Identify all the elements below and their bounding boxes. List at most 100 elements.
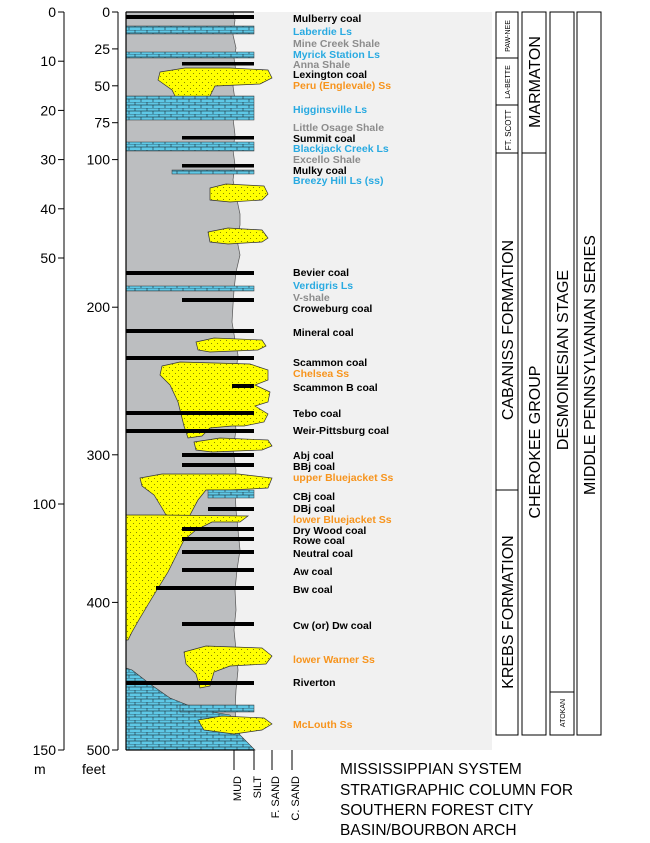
coal-bed-summit [182, 136, 254, 140]
bed-label-abj-coal: Abj coal [293, 450, 334, 462]
bed-label-breezy-hill-ls-ss: Breezy Hill Ls (ss) [293, 175, 383, 187]
sandstone-breezy-1 [209, 183, 269, 203]
limestone-bed-laberdie [125, 25, 255, 35]
meters-tick-label-150: 150 [33, 742, 57, 758]
meters-tick-label-50: 50 [40, 250, 56, 266]
coal-bed-bevier [126, 271, 254, 275]
grain-size-label-fine-sand: F. SAND [270, 776, 282, 818]
feet-tick-label-25: 25 [94, 41, 110, 57]
feet-unit-label: feet [82, 761, 105, 777]
bed-label-scammon-b-coal: Scammon B coal [293, 382, 378, 394]
grain-size-label-mud: MUD [232, 776, 244, 801]
bed-label-mineral-coal: Mineral coal [293, 327, 354, 339]
bed-label-bbj-coal: BBj coal [293, 461, 335, 473]
coal-bed-riverton [126, 681, 254, 685]
stage-desmoinesian: DESMOINESIAN STAGE [555, 270, 572, 450]
bed-label-lexington-coal: Lexington coal [293, 69, 367, 81]
bed-label-v-shale: V-shale [293, 292, 330, 304]
subgroup-ft-scott: FT. SCOTT [504, 110, 513, 151]
meters-scale: 0 10 20 30 40 50 100 150 [33, 4, 65, 758]
bed-label-blackjack-creek-ls: Blackjack Creek Ls [293, 143, 389, 155]
group-column-border [521, 11, 547, 736]
meters-tick-label-30: 30 [40, 152, 56, 168]
caption-line-1: STRATIGRAPHIC COLUMN FOR [340, 782, 573, 799]
limestone-beds [125, 25, 255, 713]
bed-label-aw-coal: Aw coal [293, 566, 333, 578]
bed-label-neutral-coal: Neutral coal [293, 548, 353, 560]
series-middle-pennsylvanian: MIDDLE PENNSYLVANIAN SERIES [582, 235, 599, 495]
bed-label-lower-bluejacket-ss: lower Bluejacket Ss [293, 514, 392, 526]
coal-bed-aw [182, 568, 254, 572]
bed-label-little-osage-shale: Little Osage Shale [293, 122, 384, 134]
series-column-border [576, 11, 602, 736]
group-cherokee: CHEROKEE GROUP [527, 366, 544, 519]
feet-tick-label-75: 75 [94, 115, 110, 131]
limestone-bed-cbj [207, 489, 255, 499]
bed-label-chelsea-ss: Chelsea Ss [293, 368, 349, 380]
basal-system-label: MISSISSIPPIAN SYSTEM [340, 761, 522, 778]
bed-label-anna-shale: Anna Shale [293, 59, 350, 71]
sandstone-upper-bluejacket [139, 473, 273, 525]
coal-beds [126, 15, 254, 685]
coal-bed-dbj [208, 507, 254, 511]
sandstone-lower-warner [183, 645, 273, 689]
limestone-bed-myrick [125, 51, 255, 59]
coal-bed-neutral [182, 550, 254, 554]
bed-label-dry-wood-coal: Dry Wood coal [293, 525, 366, 537]
subgroup-pawnee: PAW-NEE [505, 20, 512, 52]
bed-label-mulberry-coal: Mulberry coal [293, 13, 361, 25]
coal-bed-abj [182, 453, 254, 457]
coal-bed-croweburg [182, 298, 254, 302]
coal-bed-mineral [126, 329, 254, 333]
bed-label-bevier-coal: Bevier coal [293, 267, 349, 279]
bed-label-mulky-coal: Mulky coal [293, 165, 347, 177]
coal-bed-tebo [126, 411, 254, 415]
feet-tick-label-300: 300 [87, 447, 111, 463]
feet-tick-label-50: 50 [94, 78, 110, 94]
sandstone-chelsea [159, 361, 271, 439]
bed-label-tebo-coal: Tebo coal [293, 408, 341, 420]
grain-size-label-coarse-sand: C. SAND [290, 776, 302, 821]
formation-cabaniss: CABANISS FORMATION [500, 240, 517, 420]
subgroup-labette: LA-BETTE [505, 65, 512, 99]
bed-label-weir-pittsburg-coal: Weir-Pittsburg coal [293, 425, 389, 437]
bed-label-mine-creek-shale: Mine Creek Shale [293, 38, 380, 50]
limestone-bed-higginsville [125, 95, 255, 121]
bed-label-rowe-coal: Rowe coal [293, 535, 345, 547]
grain-size-scale [233, 750, 293, 770]
feet-tick-label-100: 100 [87, 152, 111, 168]
feet-tick-label-500: 500 [87, 742, 111, 758]
stage-column-border [549, 11, 575, 736]
caption-line-3: BASIN/BOURBON ARCH [340, 822, 517, 839]
bed-label-myrick-station-ls: Myrick Station Ls [293, 49, 380, 61]
bed-label-mclouth-ss: McLouth Ss [293, 719, 353, 731]
bed-label-cw-or-dw-coal: Cw (or) Dw coal [293, 620, 372, 632]
feet-tick-label-400: 400 [87, 594, 111, 610]
feet-tick-label-200: 200 [87, 299, 111, 315]
meters-tick-label-40: 40 [40, 201, 56, 217]
bed-label-upper-bluejacket-ss: upper Bluejacket Ss [293, 472, 394, 484]
group-marmaton: MARMATON [527, 36, 544, 128]
bed-label-cbj-coal: CBj coal [293, 491, 335, 503]
coal-bed-bw [156, 586, 254, 590]
bed-label-dbj-coal: DBj coal [293, 503, 335, 515]
bed-label-bw-coal: Bw coal [293, 584, 333, 596]
unit-columns: PAW-NEE LA-BETTE FT. SCOTT CABANISS FORM… [495, 11, 602, 736]
coal-bed-dry-wood [182, 527, 254, 531]
caption-line-2: SOUTHERN FOREST CITY [340, 802, 533, 819]
limestone-bed-verdigris [125, 285, 255, 292]
limestone-bed-basal [179, 704, 255, 713]
formation-column-border [495, 11, 519, 736]
coal-bed-weir [126, 429, 254, 433]
bed-label-lower-warner-ss: lower Warner Ss [293, 654, 375, 666]
bed-label-verdigris-ls: Verdigris Ls [293, 280, 353, 292]
meters-tick-label-20: 20 [40, 102, 56, 118]
grain-size-label-silt: SILT [252, 776, 264, 799]
bed-label-scammon-coal: Scammon coal [293, 357, 367, 369]
sandstone-breezy-2 [207, 227, 269, 245]
coal-bed-mulky [182, 164, 254, 168]
formation-krebs: KREBS FORMATION [500, 535, 517, 689]
sandstone-lower-bluejacket [125, 514, 250, 641]
